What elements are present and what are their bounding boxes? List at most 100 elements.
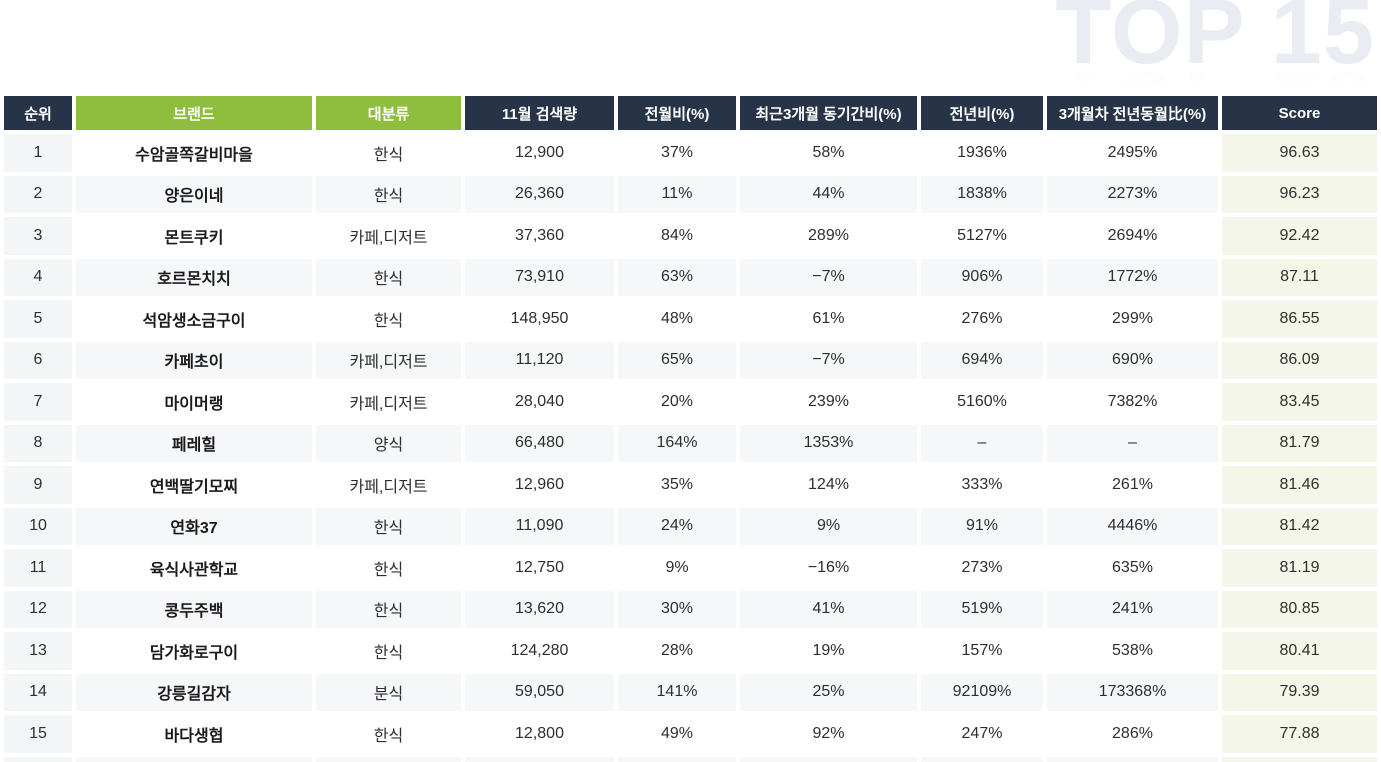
cell-rank: 13: [4, 632, 72, 670]
cell-rank: 12: [4, 590, 72, 628]
column-header-3mo-yoy: 3개월차 전년동월比(%): [1047, 96, 1218, 130]
cell-rank: 1: [4, 134, 72, 172]
cell-mom: 84%: [660, 226, 694, 244]
cell-score: 80.41: [1222, 632, 1377, 670]
cell-mom: 20%: [660, 392, 694, 410]
cell-yoy: 276%: [961, 309, 1003, 327]
cell-category: 한식: [316, 590, 461, 628]
cell-3mo-yoy: 241%: [1047, 590, 1218, 628]
cell-yoy: 1838%: [921, 175, 1043, 213]
cell-rank: 3: [4, 217, 72, 255]
cell-rank: 14: [4, 673, 72, 711]
cell-yoy: 273%: [961, 558, 1003, 576]
cell-rank: 2: [4, 175, 72, 213]
cell-recent-3mo: 44%: [740, 175, 917, 213]
cell-yoy: –: [921, 424, 1043, 462]
cell-category: 카페,디저트: [349, 229, 428, 247]
cell-rank: 10: [4, 507, 72, 545]
cell-category: 한식: [373, 644, 404, 662]
cell-recent-3mo: 61%: [812, 309, 845, 327]
cell-brand: 담가화로구이: [149, 644, 239, 662]
cell-score: 86.09: [1222, 341, 1377, 379]
cell-search-volume: 124,280: [510, 641, 569, 659]
column-header-rank: 순위: [4, 96, 72, 130]
table-body: 1 수암골쪽갈비마을 한식 12,900 37% 58% 1936% 2495%…: [4, 134, 1377, 762]
table-row: 2 양은이네 한식 26,360 11% 44% 1838% 2273% 96.…: [4, 175, 1377, 213]
cell-recent-3mo: 289%: [808, 226, 849, 244]
cell-yoy: 333%: [961, 475, 1003, 493]
table-row: 9 연백딸기모찌 카페,디저트 12,960 35% 124% 333% 261…: [4, 466, 1377, 504]
cell-search-volume: 12,750: [515, 558, 564, 576]
cell-category: 한식: [373, 727, 404, 745]
cell-brand: 호르몬치치: [76, 258, 312, 296]
cell-brand: 몬트쿠키: [164, 229, 224, 247]
cell-mom: 35%: [660, 475, 694, 493]
cell-score: 83.45: [1222, 383, 1377, 421]
cell-rank: 5: [4, 300, 72, 338]
cell-search-volume: 11,090: [465, 507, 614, 545]
cell-yoy: 157%: [961, 641, 1003, 659]
table-row: 13 담가화로구이 한식 124,280 28% 19% 157% 538% 8…: [4, 632, 1377, 670]
header-row: 순위 브랜드 대분류 11월 검색량 전월비(%) 최근3개월 동기간비(%) …: [4, 96, 1377, 130]
cell-rank: 11: [4, 549, 72, 587]
table-row: 6 카페초이 카페,디저트 11,120 65% −7% 694% 690% 8…: [4, 341, 1377, 379]
cell-yoy: 91%: [921, 507, 1043, 545]
cell-brand: 페레힐: [76, 424, 312, 462]
table-row: 7 마이머랭 카페,디저트 28,040 20% 239% 5160% 7382…: [4, 383, 1377, 421]
cell-category: 양식: [316, 424, 461, 462]
cell-3mo-yoy: 7382%: [1107, 392, 1158, 410]
cell-mom: 164%: [618, 424, 736, 462]
cell-mom: 9%: [665, 558, 689, 576]
cell-brand: 석암생소금구이: [142, 312, 246, 330]
cell-score: 96.23: [1222, 175, 1377, 213]
watermark-zone: TOP 15 TOP 15: [0, 0, 1381, 92]
cell-mom: 37%: [660, 143, 694, 161]
cell-mom: 30%: [618, 590, 736, 628]
cell-category: 카페,디저트: [316, 341, 461, 379]
column-header-yoy: 전년비(%): [921, 96, 1043, 130]
cell-category: [316, 756, 461, 762]
cell-3mo-yoy: 635%: [1112, 558, 1153, 576]
cell-recent-3mo: 124%: [808, 475, 849, 493]
cell-recent-3mo: 239%: [808, 392, 849, 410]
cell-mom: 24%: [618, 507, 736, 545]
cell-3mo-yoy: 1772%: [1047, 258, 1218, 296]
cell-search-volume: 11,120: [465, 341, 614, 379]
cell-yoy: 5127%: [957, 226, 1007, 244]
cell-brand: 마이머랭: [164, 395, 224, 413]
cell-search-volume: 28,040: [515, 392, 564, 410]
cell-3mo-yoy: 2694%: [1107, 226, 1158, 244]
cell-3mo-yoy: –: [1047, 424, 1218, 462]
cell-brand: 연백딸기모찌: [149, 478, 239, 496]
cell-score: 77.88: [1222, 715, 1377, 753]
cell-search-volume: 26,360: [465, 175, 614, 213]
cell-search-volume: 66,480: [465, 424, 614, 462]
cell-brand: 연화37: [76, 507, 312, 545]
cell-recent-3mo: −7%: [740, 258, 917, 296]
table-row: [4, 756, 1377, 762]
cell-recent-3mo: 9%: [740, 507, 917, 545]
cell-search-volume: 37,360: [515, 226, 564, 244]
column-header-search-volume: 11월 검색량: [465, 96, 614, 130]
watermark-fade: [0, 64, 1381, 92]
cell-search-volume: 12,800: [515, 724, 564, 742]
column-header-brand: 브랜드: [76, 96, 312, 130]
top15-ranking-table: 순위 브랜드 대분류 11월 검색량 전월비(%) 최근3개월 동기간비(%) …: [0, 92, 1381, 762]
cell-3mo-yoy: 173368%: [1047, 673, 1218, 711]
cell-recent-3mo: 41%: [740, 590, 917, 628]
cell-category: 분식: [316, 673, 461, 711]
cell-3mo-yoy: 286%: [1112, 724, 1153, 742]
cell-rank: [4, 756, 72, 762]
cell-mom: 63%: [618, 258, 736, 296]
cell-3mo-yoy: 2495%: [1107, 143, 1158, 161]
cell-score: 86.55: [1222, 300, 1377, 338]
table-row: 12 콩두주백 한식 13,620 30% 41% 519% 241% 80.8…: [4, 590, 1377, 628]
cell-mom: 141%: [618, 673, 736, 711]
column-header-mom: 전월비(%): [618, 96, 736, 130]
cell-search-volume: 12,960: [515, 475, 564, 493]
cell-brand: 카페초이: [76, 341, 312, 379]
cell-3mo-yoy: 2273%: [1047, 175, 1218, 213]
cell-search-volume: 13,620: [465, 590, 614, 628]
cell-search-volume: [465, 756, 614, 762]
